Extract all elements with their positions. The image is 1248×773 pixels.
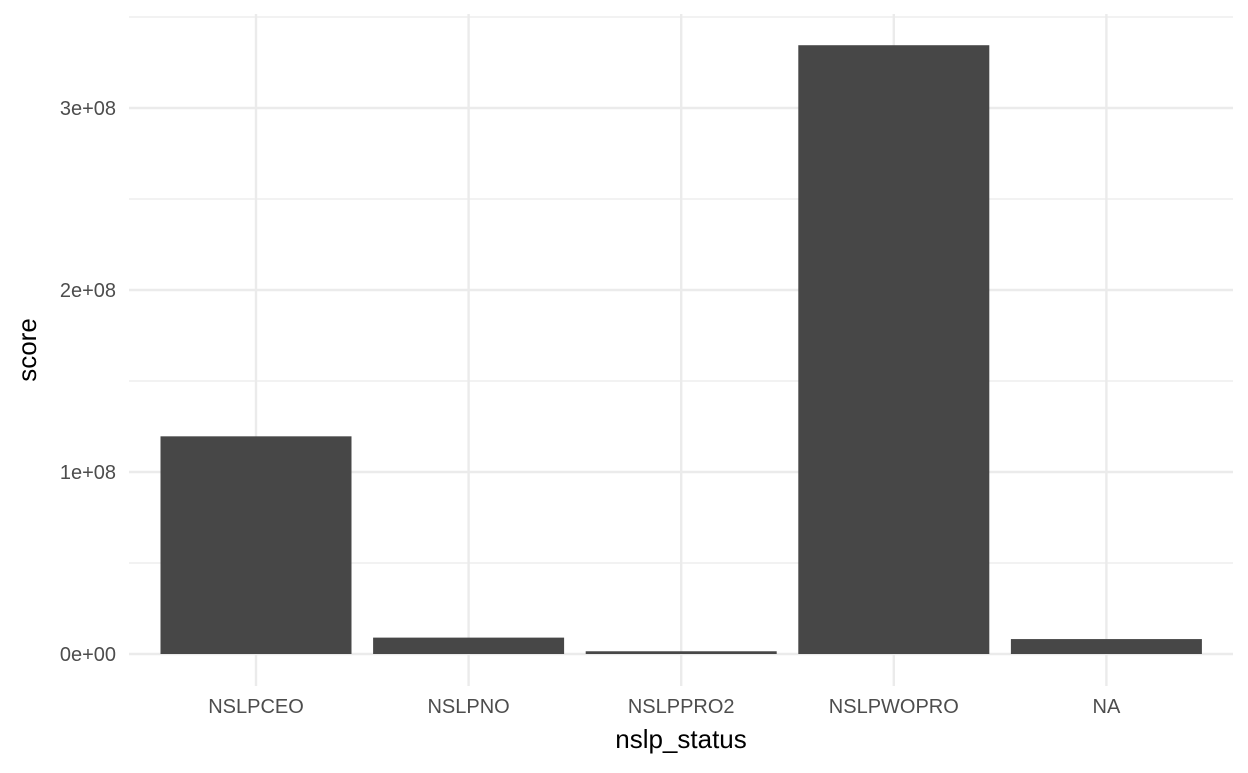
y-tick-label: 1e+08 [60,462,116,484]
y-axis-title: score [12,318,42,382]
bar-na [1010,639,1202,654]
x-axis-title: nslp_status [615,724,747,754]
x-tick-label: NSLPPRO2 [628,696,735,718]
bar-layer [160,45,1202,654]
x-tick-labels: NSLPCEO NSLPNO NSLPPRO2 NSLPWOPRO NA [208,696,1121,718]
x-tick-label: NSLPNO [427,696,509,718]
y-tick-label: 2e+08 [60,280,116,302]
x-tick-label: NSLPCEO [208,696,304,718]
bar-nslpceo [160,436,352,654]
y-tick-labels: 0e+00 1e+08 2e+08 3e+08 [60,98,116,666]
bar-nslppro2 [585,651,777,654]
bar-nslpno [373,637,565,654]
y-tick-label: 3e+08 [60,98,116,120]
x-tick-label: NA [1093,696,1121,718]
y-tick-label: 0e+00 [60,644,116,666]
bar-nslpwopro [798,45,990,654]
x-tick-label: NSLPWOPRO [829,696,959,718]
